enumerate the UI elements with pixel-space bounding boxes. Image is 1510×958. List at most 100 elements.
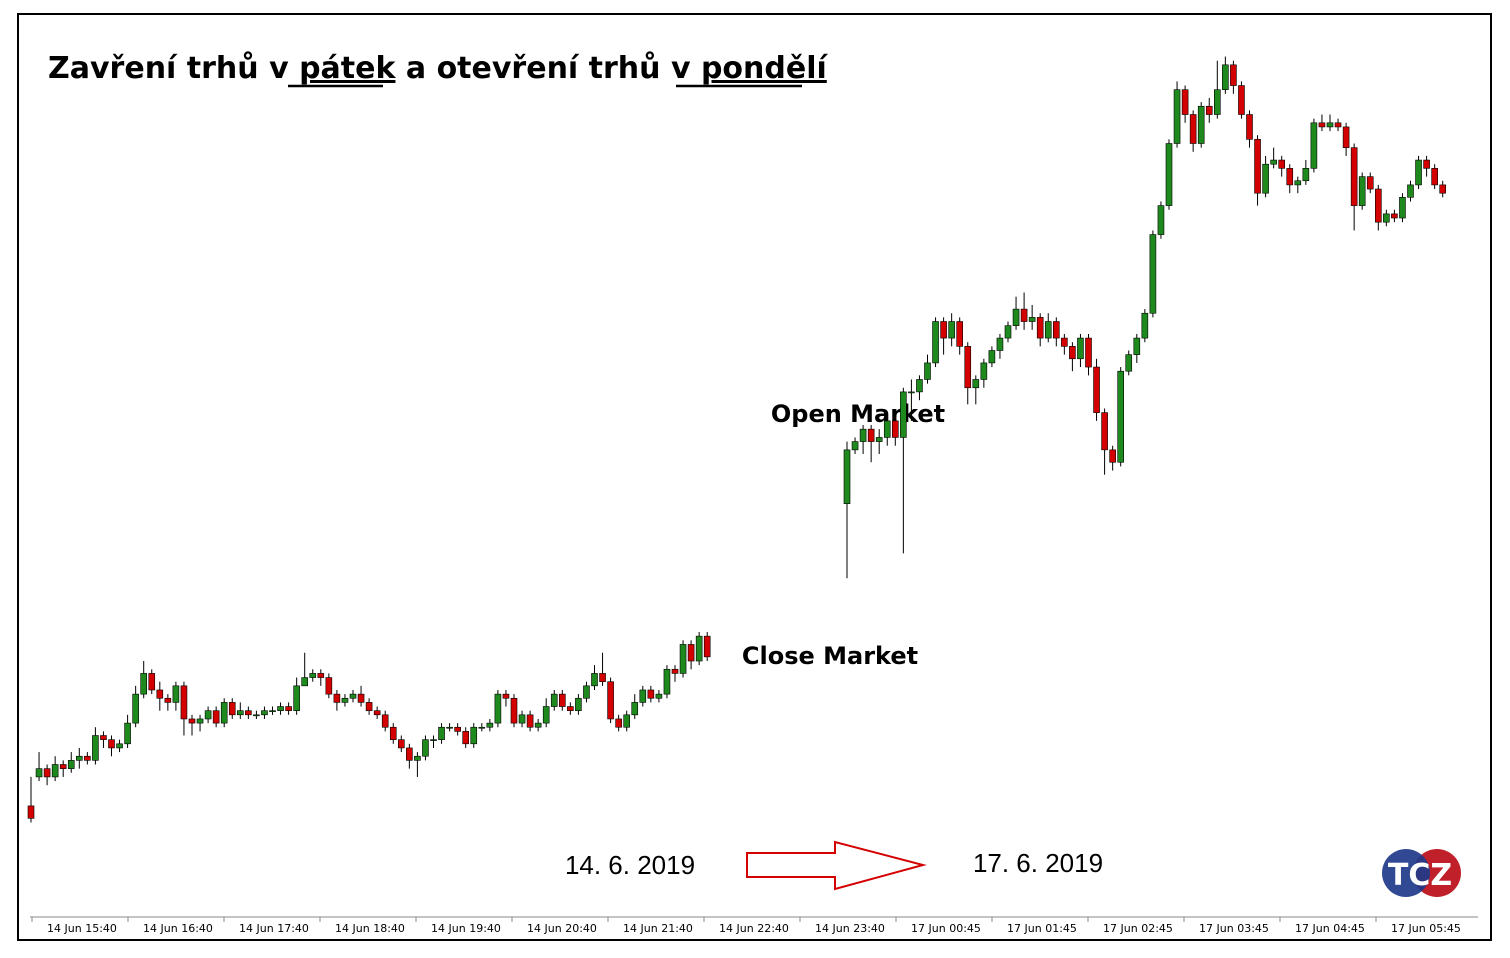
- monday-candle: [1189, 110, 1197, 152]
- monday-candle: [1020, 292, 1028, 330]
- friday-candle: [43, 764, 51, 786]
- monday-candle-body: [1085, 337, 1092, 368]
- friday-candle: [422, 735, 429, 761]
- monday-candle-body: [1149, 234, 1157, 314]
- monday-candle-body: [1391, 213, 1398, 219]
- monday-candle-body: [1044, 321, 1052, 339]
- monday-candle: [900, 387, 907, 554]
- monday-candle-body: [908, 391, 915, 394]
- friday-candle: [253, 710, 260, 719]
- monday-candle-body: [956, 321, 964, 347]
- friday-candle-body: [462, 731, 470, 745]
- monday-candle-body: [1117, 370, 1124, 463]
- monday-candle: [1286, 164, 1294, 194]
- friday-candle-body: [212, 710, 220, 724]
- monday-candle-body: [1133, 337, 1141, 355]
- monday-candle: [1053, 317, 1060, 347]
- monday-candle: [1334, 118, 1342, 132]
- monday-candle: [1310, 118, 1318, 173]
- monday-candle-body: [1173, 89, 1181, 144]
- friday-candle: [639, 685, 647, 707]
- friday-candle: [237, 702, 244, 719]
- monday-candle-body: [1326, 122, 1334, 128]
- friday-candle: [67, 752, 75, 773]
- friday-candle-body: [486, 722, 494, 728]
- monday-candle: [1399, 193, 1406, 223]
- friday-candle-body: [422, 739, 429, 757]
- friday-candle: [373, 706, 381, 719]
- friday-candle: [389, 723, 397, 744]
- friday-candle-body: [365, 702, 373, 711]
- friday-candle: [454, 723, 461, 736]
- monday-candle: [916, 375, 923, 401]
- friday-candle-body: [494, 693, 502, 724]
- monday-candle-body: [1205, 105, 1213, 115]
- friday-candle-body: [301, 677, 309, 687]
- friday-candle: [478, 723, 486, 732]
- monday-candle: [1238, 81, 1245, 119]
- friday-candle-body: [349, 693, 357, 699]
- friday-candle: [381, 710, 389, 732]
- friday-candle-body: [196, 718, 204, 724]
- monday-candle-body: [1101, 412, 1108, 451]
- friday-candle: [76, 747, 83, 769]
- friday-candle-body: [446, 726, 453, 729]
- friday-candle: [462, 727, 470, 748]
- monday-candle-body: [1109, 449, 1116, 463]
- friday-candle: [204, 706, 212, 724]
- friday-candle: [228, 698, 236, 719]
- friday-candle-body: [599, 673, 606, 682]
- friday-candle-body: [325, 677, 333, 695]
- monday-candle-body: [1278, 159, 1285, 169]
- monday-candle-body: [1350, 147, 1358, 206]
- friday-candle: [100, 731, 107, 748]
- monday-candle-body: [1423, 159, 1430, 169]
- monday-candle-body: [1375, 188, 1382, 223]
- friday-candle-body: [438, 726, 445, 740]
- monday-candle: [1342, 122, 1350, 156]
- monday-candle-body: [1262, 163, 1269, 194]
- monday-candles: [843, 56, 1446, 579]
- friday-candle: [124, 714, 131, 748]
- friday-candle: [341, 694, 349, 707]
- friday-candle: [365, 698, 373, 715]
- monday-candle: [932, 317, 939, 368]
- friday-candle: [148, 669, 156, 695]
- friday-candle: [164, 694, 172, 711]
- monday-candle: [1141, 309, 1149, 343]
- monday-candle: [1214, 60, 1221, 119]
- monday-candle: [1326, 114, 1334, 132]
- monday-candle: [1044, 313, 1052, 343]
- monday-candle: [1383, 209, 1390, 227]
- monday-candle: [843, 441, 851, 579]
- x-tick-label: 14 Jun 15:40: [47, 922, 117, 935]
- monday-candle: [964, 342, 972, 405]
- friday-candle: [108, 735, 115, 757]
- friday-candle-body: [237, 710, 244, 716]
- monday-candle-body: [1197, 105, 1205, 144]
- friday-candle-body: [261, 710, 268, 716]
- friday-candle: [687, 640, 695, 670]
- monday-candle: [1222, 56, 1229, 94]
- open-market-label: Open Market: [771, 400, 945, 428]
- x-axis-ticks: 14 Jun 15:40 14 Jun 16:40 14 Jun 17:40 14 J…: [31, 917, 1461, 935]
- friday-candle: [245, 706, 252, 719]
- friday-candle-body: [414, 755, 421, 761]
- monday-candle: [1278, 155, 1285, 177]
- friday-candle: [59, 760, 67, 777]
- monday-candle-body: [1141, 312, 1149, 339]
- friday-candle: [671, 665, 679, 682]
- monday-candle-body: [1028, 317, 1036, 322]
- monday-candle: [1093, 358, 1100, 421]
- monday-candle: [1109, 445, 1116, 471]
- monday-candle-body: [875, 437, 883, 442]
- monday-candle-body: [1181, 89, 1189, 115]
- friday-candle: [220, 698, 228, 728]
- monday-candle: [1101, 408, 1108, 475]
- monday-candle: [1061, 333, 1068, 355]
- monday-candle: [1407, 180, 1414, 202]
- friday-candle: [156, 681, 164, 711]
- friday-candle-body: [108, 739, 115, 749]
- friday-candle: [558, 689, 566, 711]
- monday-candle-body: [1399, 197, 1406, 219]
